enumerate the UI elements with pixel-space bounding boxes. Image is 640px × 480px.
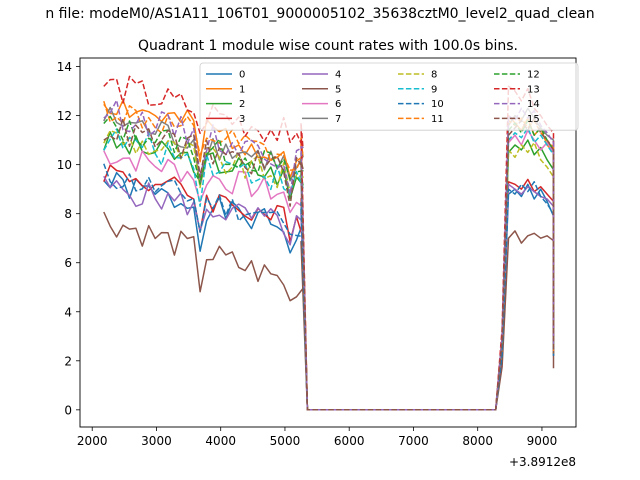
- legend-label-8: 8: [431, 70, 437, 81]
- legend-label-0: 0: [239, 70, 245, 81]
- series-line-9: [103, 127, 555, 411]
- legend-label-2: 2: [239, 99, 245, 110]
- x-tick-label: 3000: [141, 434, 172, 448]
- series-line-5: [103, 211, 555, 411]
- x-tick-label: 9000: [527, 434, 558, 448]
- legend-label-3: 3: [239, 114, 245, 125]
- y-tick-label: 2: [64, 354, 72, 368]
- legend-label-12: 12: [527, 70, 540, 81]
- legend-label-14: 14: [527, 99, 540, 110]
- plot-frame: [79, 57, 577, 428]
- legend-label-5: 5: [335, 84, 341, 95]
- x-tick-label: 7000: [398, 434, 429, 448]
- series-line-1: [103, 99, 555, 411]
- series-line-8: [103, 129, 555, 411]
- legend-label-15: 15: [527, 114, 540, 125]
- y-tick-label: 0: [64, 403, 72, 417]
- x-tick-label: 5000: [270, 434, 301, 448]
- series-line-0: [103, 171, 555, 411]
- legend-label-13: 13: [527, 84, 540, 95]
- legend-box: [199, 62, 579, 131]
- y-tick-label: 4: [64, 305, 72, 319]
- y-tick-label: 12: [57, 109, 72, 123]
- legend-label-1: 1: [239, 84, 245, 95]
- series-line-11: [103, 100, 555, 411]
- x-tick-label: 2000: [77, 434, 108, 448]
- x-axis: 2000 3000 4000 5000 6000 7000 8000 9000: [77, 427, 557, 448]
- y-tick-label: 10: [57, 158, 72, 172]
- series-line-10: [103, 163, 555, 411]
- legend-label-10: 10: [431, 99, 444, 110]
- series-line-6: [103, 129, 555, 411]
- x-tick-label: 8000: [462, 434, 493, 448]
- y-tick-label: 14: [57, 60, 72, 74]
- y-tick-label: 8: [64, 207, 72, 221]
- series-line-2: [103, 131, 555, 411]
- y-axis: 0 2 4 6 8 10 12 14: [57, 60, 80, 417]
- chart-title: Quadrant 1 module wise count rates with …: [138, 38, 518, 54]
- y-tick-label: 6: [64, 256, 72, 270]
- legend-label-11: 11: [431, 114, 444, 125]
- x-tick-label: 4000: [205, 434, 236, 448]
- legend-label-9: 9: [431, 84, 437, 95]
- series-layer: [103, 75, 555, 411]
- series-line-14: [103, 99, 555, 411]
- series-line-12: [103, 115, 555, 411]
- legend-label-6: 6: [335, 99, 341, 110]
- x-offset-label: +3.8912e8: [509, 455, 576, 469]
- series-line-4: [103, 175, 555, 411]
- x-tick-label: 6000: [334, 434, 365, 448]
- figure-suptitle: n file: modeM0/AS1A11_106T01_9000005102_…: [45, 6, 594, 22]
- legend-label-7: 7: [335, 114, 341, 125]
- series-line-15: [103, 117, 555, 411]
- legend-label-4: 4: [335, 70, 341, 81]
